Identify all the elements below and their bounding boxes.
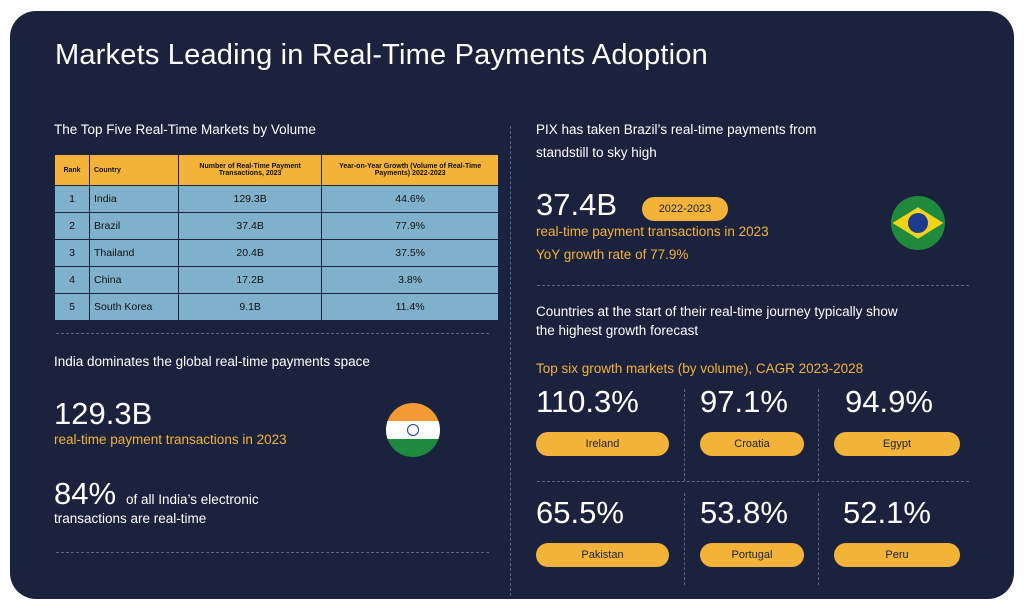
india-flag-icon (386, 403, 440, 457)
growth-subheading: Top six growth markets (by volume), CAGR… (536, 361, 864, 376)
table-title: The Top Five Real-Time Markets by Volume (54, 122, 316, 137)
table-row: 5 South Korea 9.1B 11.4% (54, 293, 499, 321)
grid-divider (684, 389, 685, 481)
cell-rank: 1 (54, 185, 90, 213)
cell-growth: 37.5% (321, 239, 499, 267)
country-badge-portugal: Portugal (700, 543, 804, 567)
section-divider (56, 552, 489, 553)
country-badge-pakistan: Pakistan (536, 543, 669, 567)
table-row: 1 India 129.3B 44.6% (54, 185, 499, 213)
growth-value-portugal: 53.8% (700, 495, 788, 530)
brazil-heading-line-2: standstill to sky high (536, 145, 657, 160)
growth-value-peru: 52.1% (843, 495, 931, 530)
table-row: 4 China 17.2B 3.8% (54, 266, 499, 294)
country-badge-egypt: Egypt (834, 432, 960, 456)
column-header-country: Country (89, 154, 179, 186)
brazil-heading-line-1: PIX has taken Brazil’s real-time payment… (536, 122, 817, 137)
growth-heading-line-2: the highest growth forecast (536, 323, 699, 338)
brazil-growth-rate: YoY growth rate of 77.9% (536, 247, 689, 262)
cell-rank: 3 (54, 239, 90, 267)
cell-growth: 77.9% (321, 212, 499, 240)
india-percent-text-2: transactions are real-time (54, 511, 207, 526)
cell-transactions: 129.3B (177, 185, 323, 213)
cell-growth: 11.4% (321, 293, 499, 321)
column-header-growth: Year-on-Year Growth (Volume of Real-Time… (321, 154, 499, 186)
country-badge-ireland: Ireland (536, 432, 669, 456)
grid-divider (537, 481, 969, 482)
grid-divider (818, 493, 819, 585)
country-badge-peru: Peru (834, 543, 960, 567)
section-divider (537, 285, 969, 286)
india-subtext: real-time payment transactions in 2023 (54, 432, 287, 447)
cell-transactions: 9.1B (177, 293, 323, 321)
grid-divider (818, 389, 819, 481)
cell-growth: 3.8% (321, 266, 499, 294)
growth-value-ireland: 110.3% (536, 384, 639, 419)
country-badge-croatia: Croatia (700, 432, 804, 456)
india-percent-text-1: of all India’s electronic (126, 492, 259, 507)
page-title: Markets Leading in Real-Time Payments Ad… (55, 39, 708, 71)
top-markets-table: Rank Country Number of Real-Time Payment… (54, 154, 499, 321)
cell-transactions: 20.4B (177, 239, 323, 267)
brazil-flag-icon (891, 196, 945, 250)
brazil-big-number: 37.4B (536, 187, 618, 222)
cell-rank: 5 (54, 293, 90, 321)
cell-country: South Korea (89, 293, 179, 321)
section-divider (56, 333, 489, 334)
table-row: 3 Thailand 20.4B 37.5% (54, 239, 499, 267)
column-header-transactions: Number of Real-Time Payment Transactions… (177, 154, 323, 186)
brazil-period-badge: 2022-2023 (642, 197, 728, 221)
cell-rank: 4 (54, 266, 90, 294)
growth-heading-line-1: Countries at the start of their real-tim… (536, 304, 898, 319)
india-big-number: 129.3B (54, 396, 153, 431)
india-percent: 84% (54, 476, 117, 511)
grid-divider (684, 493, 685, 585)
column-header-rank: Rank (54, 154, 90, 186)
growth-value-pakistan: 65.5% (536, 495, 624, 530)
column-divider (510, 126, 511, 596)
cell-growth: 44.6% (321, 185, 499, 213)
cell-country: China (89, 266, 179, 294)
cell-country: Brazil (89, 212, 179, 240)
cell-country: India (89, 185, 179, 213)
growth-value-croatia: 97.1% (700, 384, 788, 419)
cell-transactions: 37.4B (177, 212, 323, 240)
cell-transactions: 17.2B (177, 266, 323, 294)
brazil-subtext: real-time payment transactions in 2023 (536, 224, 769, 239)
growth-value-egypt: 94.9% (845, 384, 933, 419)
table-row: 2 Brazil 37.4B 77.9% (54, 212, 499, 240)
cell-rank: 2 (54, 212, 90, 240)
india-heading: India dominates the global real-time pay… (54, 354, 370, 369)
cell-country: Thailand (89, 239, 179, 267)
infographic-card: Markets Leading in Real-Time Payments Ad… (10, 11, 1014, 599)
